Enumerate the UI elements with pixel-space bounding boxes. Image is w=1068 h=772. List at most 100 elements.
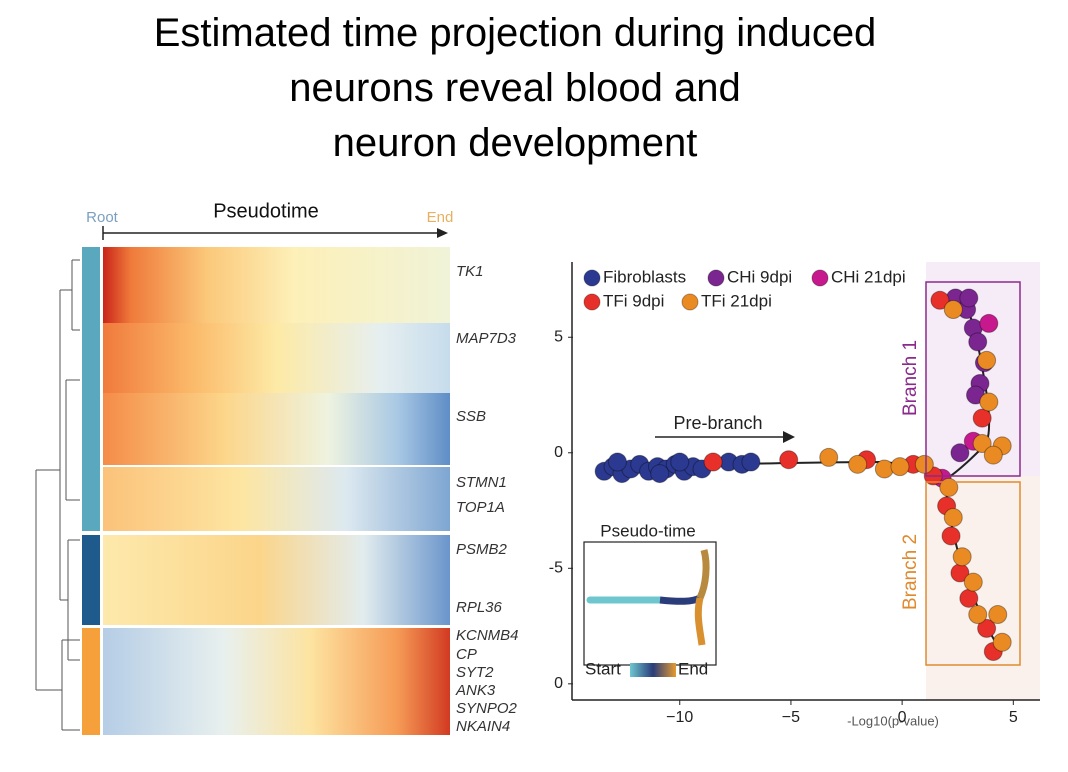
cluster-bar xyxy=(82,535,100,625)
inset-start: Start xyxy=(585,659,621,678)
gene-label: TOP1A xyxy=(456,499,505,516)
point xyxy=(979,313,999,333)
pre-branch-label: Pre-branch xyxy=(673,413,762,433)
inset-trace xyxy=(696,549,710,600)
point xyxy=(972,434,992,454)
y-tick-label: 0 xyxy=(554,675,563,692)
gene-label: MAP7D3 xyxy=(456,330,517,347)
legend-box xyxy=(580,266,920,318)
point xyxy=(939,477,959,497)
gene-label: RPL36 xyxy=(456,599,503,616)
inset-trace xyxy=(694,597,706,646)
inset-title: Pseudo-time xyxy=(600,521,695,540)
gene-label: SSB xyxy=(456,408,486,425)
heat-band xyxy=(103,393,450,465)
gene-label: SYNPO2 xyxy=(456,700,518,717)
branch-2-label: Branch 2 xyxy=(900,534,921,610)
x-axis-label: -Log10(p-value) xyxy=(847,713,939,728)
point xyxy=(983,445,1003,465)
point xyxy=(972,408,992,428)
point xyxy=(607,452,627,472)
point xyxy=(950,443,970,463)
legend-swatch xyxy=(583,269,601,287)
cluster-bar xyxy=(82,628,100,735)
gene-label: ANK3 xyxy=(455,682,496,699)
pseudotime-label: Pseudotime xyxy=(213,200,319,222)
points xyxy=(594,288,1012,661)
legend: Fibroblasts CHi 9dpi CHi 21dpi TFi 9dpi TFi … xyxy=(583,267,906,311)
point xyxy=(943,507,963,527)
gene-label: STMN1 xyxy=(456,474,507,491)
point xyxy=(977,618,997,638)
heat-band xyxy=(103,247,450,323)
legend-swatch xyxy=(707,269,725,287)
y-tick-label: 0 xyxy=(554,444,563,461)
inset: Pseudo-time Start End xyxy=(583,521,717,678)
y-tick-label: -5 xyxy=(549,560,563,577)
legend-swatch xyxy=(811,269,829,287)
gene-label: CP xyxy=(456,646,477,663)
title-line: neuron development xyxy=(333,121,698,165)
gene-label: KCNMB4 xyxy=(456,627,519,644)
point xyxy=(979,392,999,412)
inset-gradient xyxy=(630,663,676,677)
point xyxy=(670,452,690,472)
root-label: Root xyxy=(86,209,119,226)
heat-band xyxy=(103,628,450,735)
title-line: Estimated time projection during induced xyxy=(154,11,877,55)
point xyxy=(943,300,963,320)
legend-swatch xyxy=(583,293,601,311)
branch-1-box xyxy=(925,281,1021,477)
y-tick-label: 5 xyxy=(554,328,563,345)
x-tick-label: −10 xyxy=(666,709,693,726)
legend-swatch xyxy=(681,293,699,311)
gene-label: TK1 xyxy=(456,263,484,280)
inset-end: End xyxy=(678,659,708,678)
arrow-head xyxy=(437,228,448,238)
point xyxy=(968,332,988,352)
point xyxy=(819,447,839,467)
point xyxy=(890,457,910,477)
heat-band xyxy=(103,535,450,625)
dendrogram xyxy=(35,259,80,731)
point xyxy=(914,454,934,474)
point xyxy=(959,288,979,308)
point xyxy=(941,526,961,546)
point xyxy=(848,454,868,474)
point xyxy=(703,452,723,472)
cluster-bar xyxy=(82,247,100,531)
heatmap: Root Pseudotime End xyxy=(35,200,454,735)
legend-label: CHi 9dpi xyxy=(727,267,792,286)
end-label: End xyxy=(427,209,454,226)
legend-label: TFi 21dpi xyxy=(701,291,772,310)
heat-band xyxy=(103,323,450,393)
point xyxy=(741,452,761,472)
slide-title: Estimated time projection during induced… xyxy=(154,11,877,165)
x-tick-label: 5 xyxy=(1009,709,1018,726)
point xyxy=(952,547,972,567)
point xyxy=(988,605,1008,625)
legend-label: CHi 21dpi xyxy=(831,267,906,286)
point xyxy=(930,290,950,310)
arrow-head xyxy=(783,431,795,443)
gene-label: NKAIN4 xyxy=(456,718,510,735)
title-line: neurons reveal blood and xyxy=(289,66,740,110)
point xyxy=(959,588,979,608)
point xyxy=(874,459,894,479)
point xyxy=(977,350,997,370)
gene-label: PSMB2 xyxy=(456,541,508,558)
heat-band xyxy=(103,467,450,531)
gene-label: SYT2 xyxy=(456,664,494,681)
legend-label: TFi 9dpi xyxy=(603,291,664,310)
point xyxy=(963,572,983,592)
point xyxy=(992,632,1012,652)
branch-1-label: Branch 1 xyxy=(900,340,921,416)
x-tick-label: 0 xyxy=(898,709,907,726)
legend-label: Fibroblasts xyxy=(603,267,686,286)
x-tick-label: −5 xyxy=(782,709,800,726)
branch-2-box xyxy=(925,481,1021,666)
point xyxy=(779,450,799,470)
point xyxy=(650,464,670,484)
inset-trace xyxy=(659,594,702,605)
